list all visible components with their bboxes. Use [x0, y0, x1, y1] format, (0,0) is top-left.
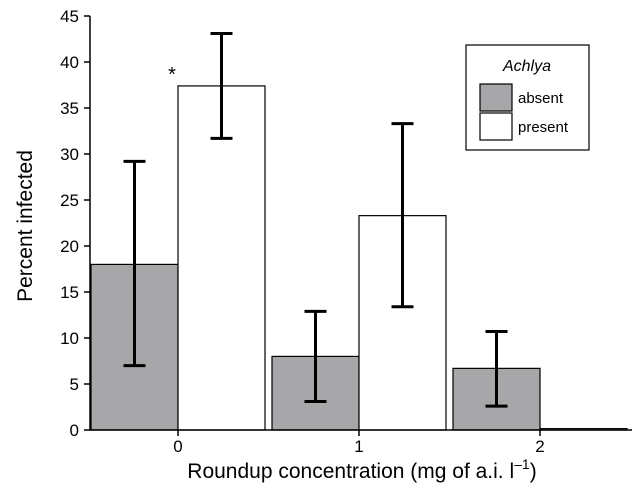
x-axis-label-suffix: )	[530, 460, 537, 483]
x-ticks-layer: 0 1 2	[173, 430, 545, 456]
bars-layer	[90, 85, 628, 431]
legend-items: absent present	[479, 83, 569, 141]
y-tick-label: 20	[60, 237, 79, 256]
y-tick-label: 0	[70, 421, 79, 440]
x-axis-label: Roundup concentration (mg of a.i. l–1)	[187, 456, 536, 483]
y-tick-label: 5	[70, 375, 79, 394]
x-tick-label: 2	[535, 437, 544, 456]
legend-label-absent: absent	[518, 90, 564, 107]
legend-label-present: present	[518, 119, 569, 136]
legend-swatch-present	[479, 112, 513, 141]
annotations-layer: *	[168, 64, 176, 86]
y-tick-label: 15	[60, 283, 79, 302]
y-tick-label: 45	[60, 7, 79, 26]
legend: Achlya absent present	[465, 44, 590, 151]
y-tick-label: 35	[60, 99, 79, 118]
legend-title: Achlya	[502, 58, 551, 75]
y-tick-label: 25	[60, 191, 79, 210]
y-tick-label: 40	[60, 53, 79, 72]
y-tick-label: 30	[60, 145, 79, 164]
x-tick-label: 0	[173, 437, 182, 456]
annotation-asterisk: *	[168, 64, 176, 86]
x-axis-label-main: Roundup concentration (mg of a.i. l	[187, 460, 514, 483]
bar-present-0	[177, 85, 266, 431]
axes-layer	[89, 16, 632, 431]
y-tick-label: 10	[60, 329, 79, 348]
error-bars-layer	[123, 31, 508, 408]
y-ticks-layer: 0 5 10 15 20 25 30 35 40 45	[60, 7, 90, 440]
x-tick-label: 1	[354, 437, 363, 456]
legend-swatch-absent	[479, 83, 513, 112]
y-axis-label: Percent infected	[14, 150, 37, 302]
x-axis-label-superscript: –1	[514, 456, 530, 472]
